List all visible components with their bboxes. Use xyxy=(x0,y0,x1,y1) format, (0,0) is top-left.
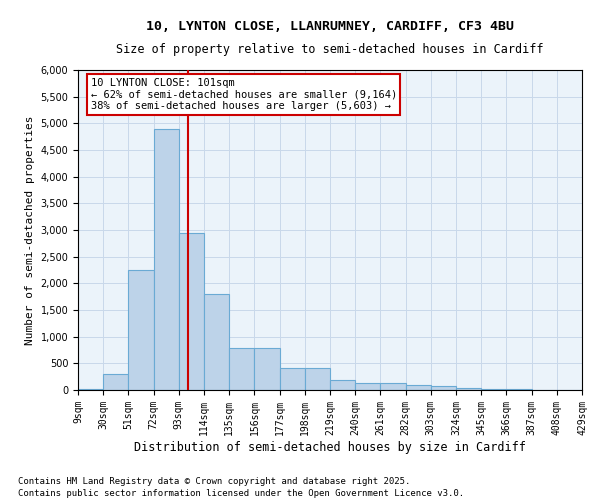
Bar xyxy=(280,368,305,390)
Bar xyxy=(406,385,431,390)
Text: Contains public sector information licensed under the Open Government Licence v3: Contains public sector information licen… xyxy=(18,489,464,498)
Bar xyxy=(204,294,229,390)
Bar xyxy=(431,386,456,390)
X-axis label: Distribution of semi-detached houses by size in Cardiff: Distribution of semi-detached houses by … xyxy=(134,440,526,454)
Bar xyxy=(229,348,254,390)
Bar xyxy=(506,389,532,390)
Bar xyxy=(103,374,128,390)
Bar xyxy=(380,384,406,390)
Text: Contains HM Land Registry data © Crown copyright and database right 2025.: Contains HM Land Registry data © Crown c… xyxy=(18,478,410,486)
Bar xyxy=(154,128,179,390)
Bar xyxy=(179,232,204,390)
Y-axis label: Number of semi-detached properties: Number of semi-detached properties xyxy=(25,116,35,345)
Text: 10, LYNTON CLOSE, LLANRUMNEY, CARDIFF, CF3 4BU: 10, LYNTON CLOSE, LLANRUMNEY, CARDIFF, C… xyxy=(146,20,514,33)
Text: 10 LYNTON CLOSE: 101sqm
← 62% of semi-detached houses are smaller (9,164)
38% of: 10 LYNTON CLOSE: 101sqm ← 62% of semi-de… xyxy=(91,78,397,111)
Bar xyxy=(254,348,280,390)
Bar xyxy=(128,270,154,390)
Bar xyxy=(78,388,103,390)
Bar xyxy=(456,388,481,390)
Text: Size of property relative to semi-detached houses in Cardiff: Size of property relative to semi-detach… xyxy=(116,42,544,56)
Bar xyxy=(355,384,380,390)
Bar xyxy=(330,380,355,390)
Bar xyxy=(305,368,330,390)
Bar xyxy=(481,388,506,390)
